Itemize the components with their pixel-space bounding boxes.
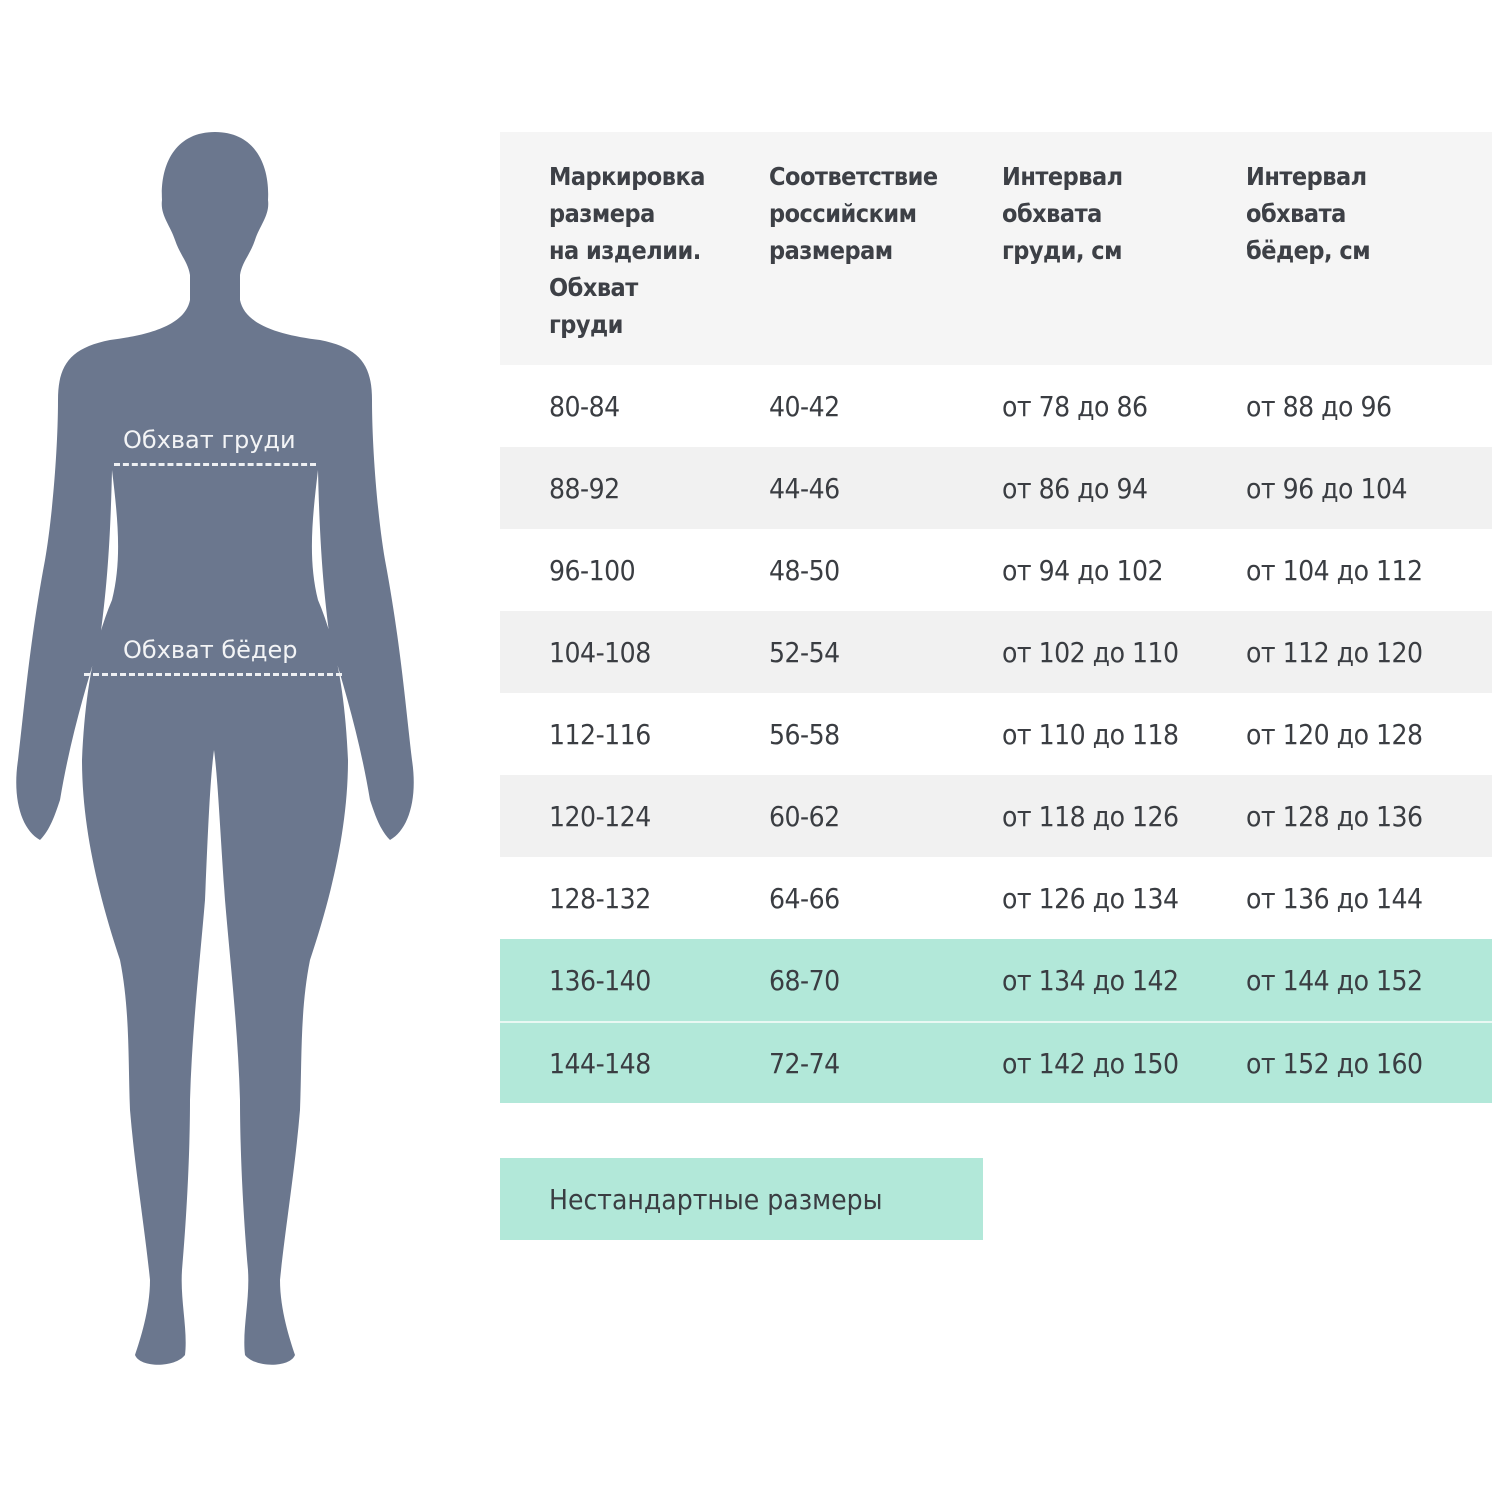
chest-line [114,463,316,466]
column-header-line: бёдер, см [1246,236,1371,265]
table-cell: от 128 до 136 [1246,799,1423,833]
column-header-line: размера [549,199,655,228]
table-cell: от 152 до 160 [1246,1046,1423,1080]
column-header-line: обхвата [1002,199,1102,228]
table-row: 96-100 48-50 от 94 до 102 от 104 до 112 [500,529,1492,611]
table-cell: 64-66 [769,881,840,915]
table-cell: 112-116 [549,717,651,751]
table-cell: от 118 до 126 [1002,799,1179,833]
column-header-line: обхвата [1246,199,1346,228]
chest-girth-label: Обхват груди [123,426,296,454]
column-header-line: груди [549,310,623,339]
table-row: 136-140 68-70 от 134 до 142 от 144 до 152 [500,939,1492,1021]
table-row: 144-148 72-74 от 142 до 150 от 152 до 160 [500,1021,1492,1103]
table-cell: от 104 до 112 [1246,553,1423,587]
table-row: 128-132 64-66 от 126 до 134 от 136 до 144 [500,857,1492,939]
column-header-line: на изделии. [549,236,701,265]
table-cell: 104-108 [549,635,651,669]
column-header: Интервал обхвата бёдер, см [1246,132,1486,365]
table-cell: от 126 до 134 [1002,881,1179,915]
size-table: Маркировка размера на изделии. Обхват груди С… [500,132,1492,1103]
table-row: 120-124 60-62 от 118 до 126 от 128 до 136 [500,775,1492,857]
table-cell: от 120 до 128 [1246,717,1423,751]
table-cell: от 144 до 152 [1246,963,1423,997]
table-cell: от 96 до 104 [1246,471,1408,505]
table-cell: 120-124 [549,799,651,833]
table-cell: от 134 до 142 [1002,963,1179,997]
female-silhouette-icon [16,132,414,1365]
column-header-line: Соответствие [769,162,938,191]
table-cell: от 86 до 94 [1002,471,1148,505]
table-cell: 80-84 [549,389,620,423]
table-cell: 128-132 [549,881,651,915]
table-cell: 56-58 [769,717,840,751]
column-header: Маркировка размера на изделии. Обхват груди [500,132,769,365]
table-cell: 88-92 [549,471,620,505]
table-cell: 96-100 [549,553,636,587]
hips-line [84,673,342,676]
table-cell: 136-140 [549,963,651,997]
column-header-line: Обхват [549,273,638,302]
table-cell: 60-62 [769,799,840,833]
table-cell: от 102 до 110 [1002,635,1179,669]
table-cell: от 142 до 150 [1002,1046,1179,1080]
column-header: Соответствие российским размерам [769,132,1002,365]
table-cell: 48-50 [769,553,840,587]
column-header-line: Интервал [1002,162,1123,191]
table-cell: 44-46 [769,471,840,505]
hips-girth-label: Обхват бёдер [123,636,298,664]
table-row: 112-116 56-58 от 110 до 118 от 120 до 128 [500,693,1492,775]
nonstandard-sizes-button[interactable]: Нестандартные размеры [500,1158,983,1240]
table-cell: 40-42 [769,389,840,423]
table-cell: от 88 до 96 [1246,389,1392,423]
table-cell: от 136 до 144 [1246,881,1423,915]
table-row: 104-108 52-54 от 102 до 110 от 112 до 120 [500,611,1492,693]
column-header-line: размерам [769,236,893,265]
column-header-line: Интервал [1246,162,1367,191]
table-row: 80-84 40-42 от 78 до 86 от 88 до 96 [500,365,1492,447]
table-cell: от 112 до 120 [1246,635,1423,669]
table-header: Маркировка размера на изделии. Обхват груди С… [500,132,1492,365]
table-cell: от 94 до 102 [1002,553,1164,587]
table-row: 88-92 44-46 от 86 до 94 от 96 до 104 [500,447,1492,529]
column-header-line: Маркировка [549,162,705,191]
column-header-line: российским [769,199,917,228]
body-silhouette: Обхват груди Обхват бёдер [0,120,440,1380]
column-header-line: груди, см [1002,236,1123,265]
table-cell: 72-74 [769,1046,840,1080]
table-cell: 68-70 [769,963,840,997]
table-cell: от 78 до 86 [1002,389,1148,423]
column-header: Интервал обхвата груди, см [1002,132,1246,365]
table-cell: 52-54 [769,635,840,669]
table-cell: 144-148 [549,1046,651,1080]
table-cell: от 110 до 118 [1002,717,1179,751]
